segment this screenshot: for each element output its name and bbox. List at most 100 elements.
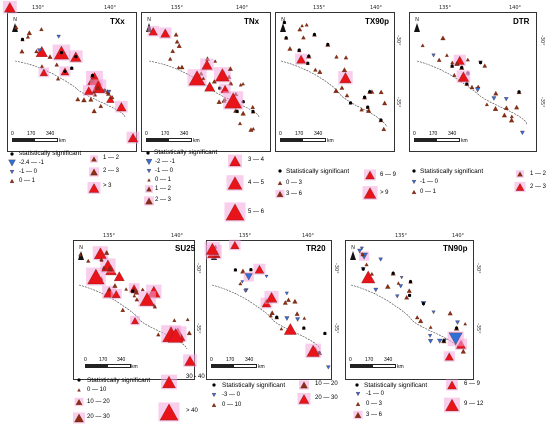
decreasing-trend-icon	[284, 291, 289, 296]
decreasing-trend-icon	[211, 393, 217, 398]
scale-bar	[146, 138, 192, 142]
increasing-trend-icon	[106, 95, 115, 103]
lon-tick: 140°	[171, 233, 184, 239]
scale-label: 340	[245, 357, 254, 363]
lon-tick: 135°	[313, 5, 326, 11]
legend-item: 1 — 2	[155, 186, 172, 192]
increasing-trend-icon	[452, 72, 457, 77]
increasing-trend-icon	[334, 54, 339, 59]
increasing-trend-icon	[265, 292, 278, 303]
scale-label: 170	[99, 357, 108, 363]
increasing-trend-icon	[75, 96, 81, 102]
increasing-trend-icon	[112, 283, 118, 288]
decreasing-trend-icon	[395, 294, 400, 299]
increasing-trend-icon	[88, 183, 100, 193]
increasing-trend-icon	[188, 70, 206, 86]
decreasing-trend-icon	[359, 246, 364, 251]
legend-item: 3 — 6	[286, 191, 303, 197]
increasing-trend-icon	[216, 99, 222, 104]
legend-item: -1 — 0	[366, 391, 385, 397]
increasing-trend-icon	[176, 65, 181, 70]
increasing-trend-icon	[369, 271, 374, 276]
increasing-trend-icon	[109, 94, 115, 100]
increasing-trend-icon	[87, 268, 105, 285]
increasing-trend-icon	[224, 92, 242, 109]
station-markers	[147, 25, 260, 132]
increasing-trend-icon	[460, 348, 466, 354]
increasing-trend-icon	[333, 88, 339, 93]
scale-label: 0	[84, 357, 87, 363]
increasing-trend-icon	[292, 298, 298, 304]
increasing-trend-icon	[269, 310, 275, 315]
increasing-trend-icon	[286, 297, 291, 302]
increasing-trend-icon	[90, 168, 98, 176]
scale-label: 340	[180, 131, 189, 137]
increasing-trend-icon	[444, 53, 449, 57]
lat-tick: -30°	[395, 35, 401, 46]
lat-tick: -35°	[395, 97, 401, 108]
legend-item: 2 — 3	[530, 184, 547, 190]
increasing-trend-icon	[298, 394, 310, 404]
lon-tick: 130°	[32, 5, 45, 11]
increasing-trend-icon	[454, 61, 460, 66]
significance-dot-icon	[306, 61, 310, 65]
increasing-trend-icon	[170, 48, 175, 53]
increasing-trend-icon	[88, 97, 94, 102]
significance-dot-icon	[77, 378, 81, 382]
legend-item: 0 — 3	[366, 401, 383, 407]
significance-dot-icon	[302, 326, 306, 330]
lon-tick: 140°	[370, 5, 383, 11]
lat-tick: -35°	[195, 323, 201, 334]
significance-dot-icon	[278, 169, 282, 173]
lon-tick: 135°	[439, 5, 452, 11]
station-markers	[204, 239, 331, 370]
increasing-trend-icon	[134, 297, 140, 302]
increasing-trend-icon	[98, 103, 104, 108]
significance-dot-icon	[282, 20, 287, 24]
increasing-trend-icon	[120, 307, 126, 312]
increasing-trend-icon	[74, 413, 84, 423]
legend-item: 20 — 30	[315, 395, 338, 401]
legend-item: 9 — 12	[464, 401, 484, 407]
scale-label: 0	[11, 131, 14, 137]
decreasing-trend-icon	[437, 338, 443, 344]
increasing-trend-icon	[469, 84, 475, 90]
increasing-trend-icon	[113, 271, 125, 281]
increasing-trend-icon	[277, 180, 283, 185]
lat-tick: -30°	[195, 263, 201, 274]
increasing-trend-icon	[132, 294, 137, 298]
decreasing-trend-icon	[357, 248, 363, 254]
increasing-trend-icon	[450, 60, 455, 65]
lat-tick: -35°	[539, 97, 545, 108]
increasing-trend-icon	[359, 107, 364, 112]
scale-unit: km	[327, 138, 334, 144]
increasing-trend-icon	[364, 262, 369, 267]
decreasing-trend-icon	[520, 130, 525, 136]
increasing-trend-icon	[227, 176, 243, 190]
significance-dot-icon	[412, 169, 416, 173]
increasing-trend-icon	[341, 67, 348, 72]
significance-dot-icon	[366, 105, 370, 109]
lon-tick: 140°	[452, 233, 465, 239]
increasing-trend-icon	[411, 189, 417, 194]
increasing-trend-icon	[152, 304, 158, 309]
legend-significance: Statistically significant	[154, 149, 218, 156]
increasing-trend-icon	[492, 105, 499, 111]
significance-dot-icon	[361, 267, 365, 271]
significance-dot-icon	[517, 90, 521, 94]
panel-dtr: 135° 140° -30° -35° DTR N 0 170 340 km	[409, 5, 546, 152]
increasing-trend-icon	[283, 323, 297, 335]
increasing-trend-icon	[465, 57, 470, 62]
scale-label: 170	[226, 357, 235, 363]
lon-tick: 140°	[509, 5, 522, 11]
increasing-trend-icon	[179, 64, 185, 70]
station-markers	[416, 35, 528, 136]
legend-item: -2 — -1	[155, 159, 176, 165]
decreasing-trend-icon	[474, 87, 481, 93]
increasing-trend-icon	[361, 270, 376, 284]
significance-dot-icon	[275, 315, 279, 319]
legend-item: -1 — 0	[19, 169, 38, 175]
scale-label: 0	[145, 131, 148, 137]
increasing-trend-icon	[517, 171, 523, 177]
increasing-trend-icon	[230, 240, 240, 249]
